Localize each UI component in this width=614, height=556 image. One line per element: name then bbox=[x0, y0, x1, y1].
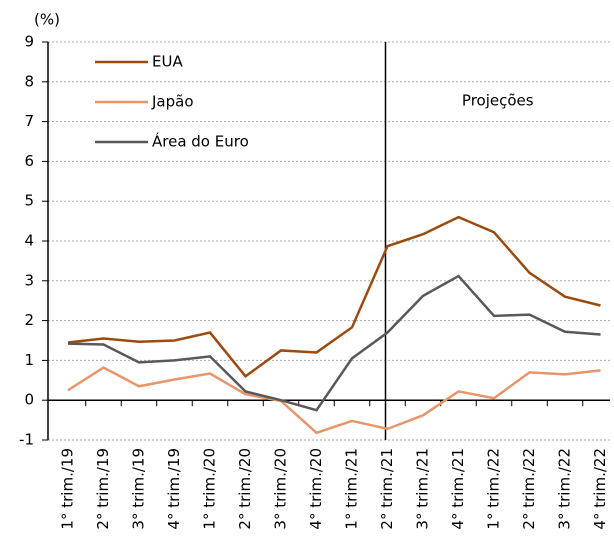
legend-label: Área do Euro bbox=[152, 132, 249, 151]
y-tick-label: -1 bbox=[19, 431, 34, 449]
y-tick-label: 2 bbox=[24, 311, 34, 329]
y-axis-unit: (%) bbox=[34, 11, 60, 29]
x-tick-label: 1° trim./19 bbox=[59, 448, 77, 530]
y-tick-label: 9 bbox=[24, 33, 34, 51]
series-line bbox=[67, 366, 601, 435]
x-tick-label: 4° trim./20 bbox=[307, 448, 325, 530]
annotation: Projeções bbox=[462, 92, 534, 110]
x-tick-label: 2° trim./21 bbox=[378, 448, 396, 530]
x-tick-label: 2° trim./22 bbox=[520, 448, 538, 530]
x-tick-label: 1° trim./21 bbox=[343, 448, 361, 530]
series-line bbox=[67, 215, 601, 379]
series-line bbox=[67, 274, 601, 412]
x-tick-label: 4° trim./22 bbox=[591, 448, 609, 530]
y-tick-label: 4 bbox=[24, 232, 34, 250]
x-tick-label: 3° trim./19 bbox=[130, 448, 148, 530]
y-tick-label: 5 bbox=[24, 192, 34, 210]
x-tick-label: 3° trim./20 bbox=[272, 448, 290, 530]
x-tick-label: 2° trim./19 bbox=[94, 448, 112, 530]
y-tick-label: 3 bbox=[24, 271, 34, 289]
x-tick-label: 3° trim./21 bbox=[414, 448, 432, 530]
x-tick-label: 4° trim./19 bbox=[165, 448, 183, 530]
x-tick-label: 3° trim./22 bbox=[556, 448, 574, 530]
legend-label: EUA bbox=[152, 53, 183, 71]
x-tick-label: 2° trim./20 bbox=[236, 448, 254, 530]
x-tick-label: 4° trim./21 bbox=[449, 448, 467, 530]
x-tick-label: 1° trim./22 bbox=[485, 448, 503, 530]
y-tick-label: 1 bbox=[24, 351, 34, 369]
y-tick-label: 8 bbox=[24, 72, 34, 90]
y-tick-label: 0 bbox=[24, 391, 34, 409]
y-tick-label: 7 bbox=[24, 112, 34, 130]
y-tick-label: 6 bbox=[24, 152, 34, 170]
legend-label: Japão bbox=[151, 93, 194, 111]
x-tick-label: 1° trim./20 bbox=[201, 448, 219, 530]
